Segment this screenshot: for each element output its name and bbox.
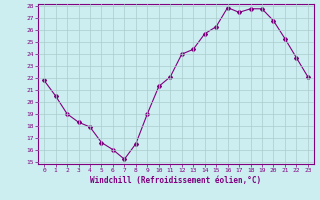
X-axis label: Windchill (Refroidissement éolien,°C): Windchill (Refroidissement éolien,°C) bbox=[91, 176, 261, 185]
